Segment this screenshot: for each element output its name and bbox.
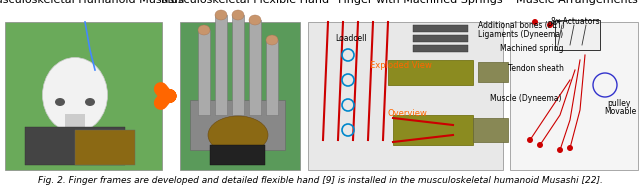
- Text: Musculoskeletal Flexible Hand: Musculoskeletal Flexible Hand: [161, 0, 329, 5]
- Ellipse shape: [55, 98, 65, 106]
- Ellipse shape: [232, 10, 244, 20]
- Text: 8x Actuators: 8x Actuators: [551, 17, 600, 26]
- Bar: [413, 35, 468, 42]
- Circle shape: [557, 147, 563, 153]
- Circle shape: [567, 145, 573, 151]
- Bar: [555, 20, 600, 50]
- Bar: [65, 114, 85, 132]
- Bar: [473, 118, 508, 142]
- Bar: [308, 22, 503, 170]
- Circle shape: [547, 22, 553, 28]
- Bar: [393, 115, 473, 145]
- Text: Musculoskeletal Humanoid Musashi: Musculoskeletal Humanoid Musashi: [0, 0, 184, 5]
- Bar: [5, 22, 162, 170]
- Ellipse shape: [208, 116, 268, 154]
- Text: Overview: Overview: [388, 109, 428, 118]
- Bar: [413, 45, 468, 52]
- Bar: [510, 22, 638, 170]
- Bar: [413, 25, 468, 32]
- Bar: [210, 145, 265, 165]
- Circle shape: [532, 19, 538, 25]
- Bar: [190, 100, 285, 150]
- Text: Fig. 2. Finger frames are developed and detailed flexible hand [9] is installed : Fig. 2. Finger frames are developed and …: [38, 176, 602, 185]
- Ellipse shape: [42, 58, 108, 133]
- Bar: [180, 22, 300, 170]
- Ellipse shape: [198, 25, 210, 35]
- Bar: [75, 130, 135, 165]
- Circle shape: [527, 137, 533, 143]
- Text: Muscle (Dyneema): Muscle (Dyneema): [490, 94, 561, 103]
- Bar: [249, 20, 261, 115]
- Text: Finger with Machined Springs: Finger with Machined Springs: [338, 0, 502, 5]
- Bar: [232, 15, 244, 115]
- Ellipse shape: [266, 35, 278, 45]
- Circle shape: [537, 142, 543, 148]
- Bar: [198, 30, 210, 115]
- Bar: [215, 15, 227, 115]
- Bar: [388, 60, 473, 85]
- Text: Loadcell: Loadcell: [335, 34, 367, 43]
- Bar: [25, 127, 125, 165]
- Text: Machined spring: Machined spring: [500, 44, 563, 53]
- Text: Additional bones (PET): Additional bones (PET): [478, 21, 564, 30]
- Ellipse shape: [215, 10, 227, 20]
- Text: Movable: Movable: [604, 107, 636, 116]
- Text: Exploded View: Exploded View: [370, 61, 432, 70]
- Text: Muscle Arrangements: Muscle Arrangements: [516, 0, 638, 5]
- Ellipse shape: [249, 15, 261, 25]
- Text: pulley: pulley: [607, 99, 630, 108]
- Bar: [266, 40, 278, 115]
- Ellipse shape: [85, 98, 95, 106]
- Bar: [478, 62, 508, 82]
- Text: Ligaments (Dyneema): Ligaments (Dyneema): [478, 30, 563, 39]
- Text: Tendon sheath: Tendon sheath: [508, 64, 564, 73]
